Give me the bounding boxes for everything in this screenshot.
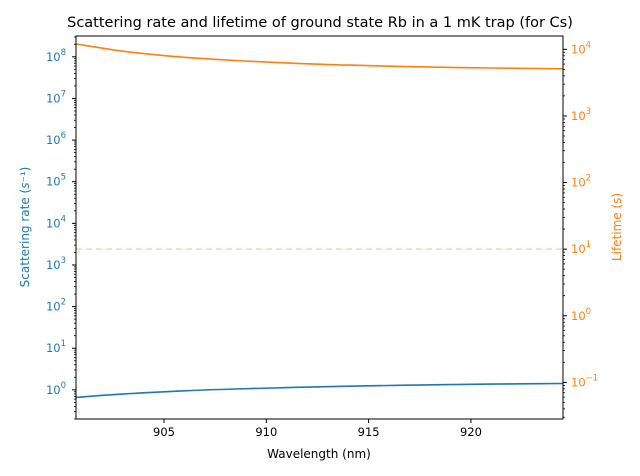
left-y-tick-label: 104	[46, 214, 66, 230]
x-tick-label: 905	[153, 425, 175, 439]
plot-frame	[75, 35, 564, 420]
lifetime-line	[75, 43, 564, 70]
right-y-tick-label: 100	[571, 307, 591, 323]
left-y-tick-label: 108	[46, 48, 66, 64]
scattering-rate-line	[75, 382, 564, 399]
x-tick-label: 915	[358, 425, 380, 439]
left-y-tick-label: 100	[46, 381, 66, 397]
right-y-tick-label: 104	[571, 40, 591, 56]
right-y-tick-label: 10−1	[571, 373, 598, 389]
right-y-tick-label: 103	[571, 107, 591, 123]
x-axis-label: Wavelength (nm)	[267, 447, 371, 461]
plot-area: 905 910 915 920 100 101 102 103 104 105 106 107 108 1…	[46, 35, 598, 439]
left-y-tick-label: 102	[46, 298, 66, 314]
x-tick-label: 920	[460, 425, 482, 439]
right-y-axis-label: Lifetime (s)	[610, 193, 624, 261]
left-y-tick-label: 103	[46, 256, 66, 272]
left-y-tick-label: 106	[46, 131, 66, 147]
x-tick-label: 910	[255, 425, 277, 439]
left-y-tick-label: 105	[46, 173, 66, 189]
right-y-tick-label: 102	[571, 174, 591, 190]
left-y-axis-label: Scattering rate (s⁻¹)	[18, 167, 32, 288]
chart-title: Scattering rate and lifetime of ground s…	[67, 15, 573, 31]
right-y-tick-label: 101	[571, 240, 591, 256]
left-y-tick-label: 101	[46, 339, 66, 355]
left-y-tick-label: 107	[46, 89, 66, 105]
